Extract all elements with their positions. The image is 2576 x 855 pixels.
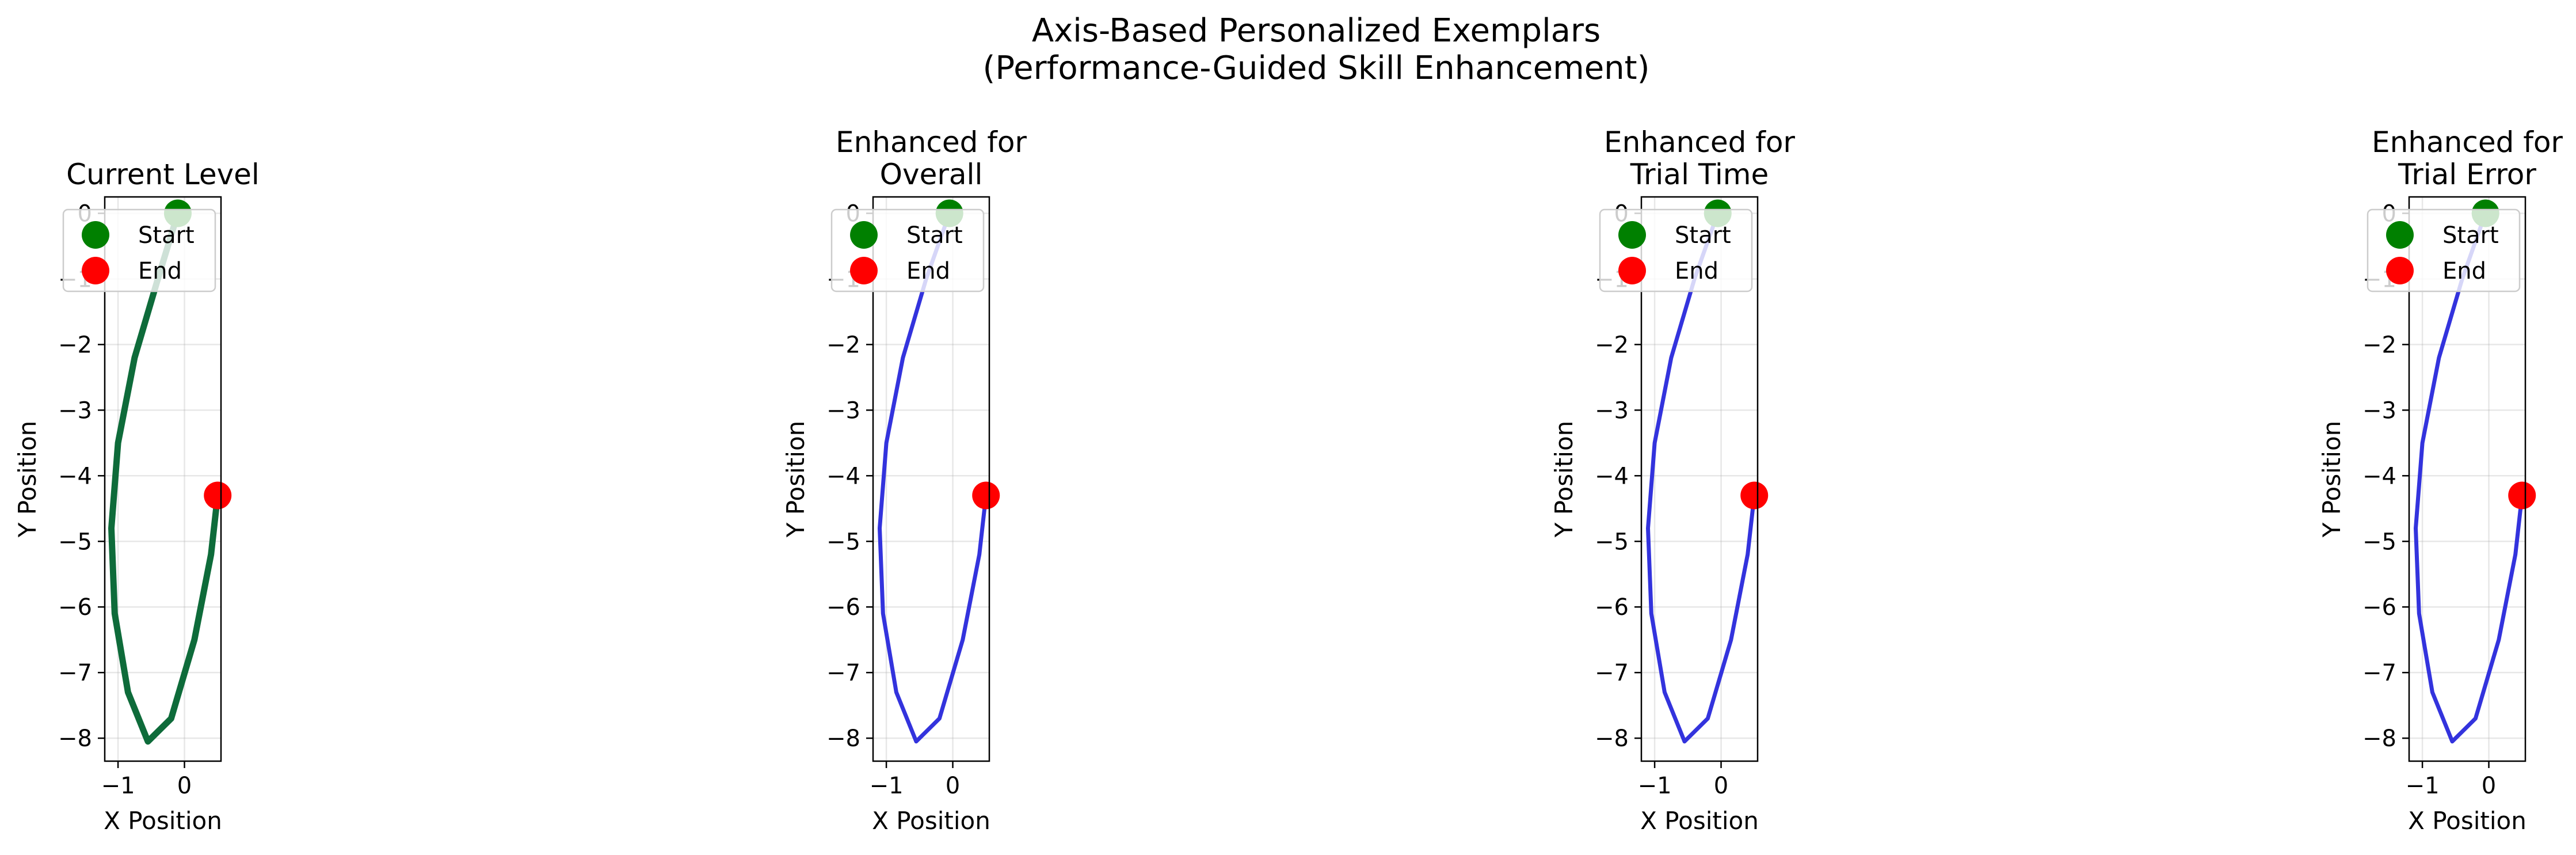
figure-title-line-2: (Performance-Guided Skill Enhancement) <box>983 50 1650 87</box>
legend-start-label: Start <box>1675 222 1731 249</box>
y-tick-label: −3 <box>2362 397 2396 424</box>
y-tick-label: −7 <box>1595 660 1629 686</box>
x-tick-label: −1 <box>870 773 904 799</box>
y-tick-label: −8 <box>58 725 92 752</box>
subplot-title-line: Overall <box>880 158 983 191</box>
legend-start-label: Start <box>138 222 195 249</box>
trajectory-line <box>1646 211 1756 744</box>
x-axis-label: X Position <box>1640 807 1759 835</box>
y-tick-label: −3 <box>826 397 860 424</box>
legend-start-marker <box>1618 221 1646 249</box>
y-tick-label: −7 <box>2362 660 2396 686</box>
y-tick-label: −3 <box>58 397 92 424</box>
y-tick-label: −6 <box>2362 594 2396 621</box>
end-point-marker <box>1740 481 1769 510</box>
y-tick-label: −5 <box>826 529 860 555</box>
trajectory-line <box>878 211 988 744</box>
x-tick-label: −1 <box>1638 773 1672 799</box>
axes-frame <box>104 196 222 762</box>
subplot-title-line: Enhanced for <box>1604 126 1795 159</box>
y-tick-label: −6 <box>1595 594 1629 621</box>
y-tick-label: −7 <box>58 660 92 686</box>
y-tick-label: −8 <box>1595 725 1629 752</box>
y-tick-label: −4 <box>2362 463 2396 489</box>
end-point-marker <box>972 481 1000 510</box>
x-tick-label: −1 <box>101 773 135 799</box>
legend-end-marker <box>82 257 109 284</box>
y-tick-label: −5 <box>2362 529 2396 555</box>
legend-end-label: End <box>1675 258 1718 284</box>
y-axis-label: Y Position <box>2318 421 2346 538</box>
subplot-title-line: Trial Error <box>2398 158 2536 191</box>
x-axis-label: X Position <box>2408 807 2527 835</box>
subplot-title-line: Current Level <box>66 158 260 191</box>
legend-start-marker <box>82 221 109 249</box>
y-tick-label: −5 <box>1595 529 1629 555</box>
y-tick-label: −4 <box>1595 463 1629 489</box>
subplot-title-line: Trial Time <box>1630 158 1769 191</box>
legend-end-label: End <box>2442 258 2486 284</box>
y-tick-label: −8 <box>826 725 860 752</box>
x-axis-label: X Position <box>872 807 990 835</box>
y-axis-label: Y Position <box>13 421 41 538</box>
legend: Start End <box>1599 208 1753 292</box>
trajectory-line <box>108 210 221 745</box>
axes-frame <box>2408 196 2527 762</box>
y-tick-label: −2 <box>1595 332 1629 358</box>
y-tick-label: −6 <box>58 594 92 621</box>
legend-start-label: Start <box>2442 222 2499 249</box>
legend-end-marker <box>2386 257 2414 284</box>
x-tick-label: −1 <box>2406 773 2440 799</box>
y-tick-label: −5 <box>58 529 92 555</box>
legend-start-label: Start <box>906 222 963 249</box>
y-axis-label: Y Position <box>782 421 810 538</box>
legend-end-marker <box>850 257 878 284</box>
y-tick-label: −6 <box>826 594 860 621</box>
legend-start-marker <box>2386 221 2414 249</box>
y-tick-label: −2 <box>826 332 860 358</box>
axes-frame <box>872 196 990 762</box>
legend: Start End <box>830 208 985 292</box>
y-tick-label: −2 <box>58 332 92 358</box>
y-tick-label: −4 <box>826 463 860 489</box>
legend-start-marker <box>850 221 878 249</box>
legend: Start End <box>62 208 216 292</box>
y-tick-label: −8 <box>2362 725 2396 752</box>
subplot-title-line: Enhanced for <box>836 126 1027 159</box>
subplot-1: Current Level−100−1−2−3−4−5−6−7−8X Posit… <box>13 158 260 835</box>
figure-title-line-1: Axis-Based Personalized Exemplars <box>1032 12 1601 50</box>
trajectory-line <box>2414 211 2524 744</box>
end-point-marker <box>204 481 232 510</box>
y-axis-label: Y Position <box>1550 421 1578 538</box>
y-tick-label: −3 <box>1595 397 1629 424</box>
legend-end-marker <box>1618 257 1646 284</box>
legend-end-label: End <box>906 258 950 284</box>
y-tick-label: −4 <box>58 463 92 489</box>
x-axis-label: X Position <box>104 807 222 835</box>
legend-end-label: End <box>138 258 182 284</box>
x-tick-label: 0 <box>1714 773 1728 799</box>
x-tick-label: 0 <box>177 773 192 799</box>
legend: Start End <box>2367 208 2521 292</box>
subplot-2: Enhanced forOverall−100−1−2−3−4−5−6−7−8X… <box>782 126 1027 835</box>
x-tick-label: 0 <box>2482 773 2496 799</box>
x-tick-label: 0 <box>946 773 960 799</box>
end-point-marker <box>2508 481 2536 510</box>
y-tick-label: −7 <box>826 660 860 686</box>
axes-frame <box>1640 196 1759 762</box>
y-tick-label: −2 <box>2362 332 2396 358</box>
subplot-title-line: Enhanced for <box>2372 126 2563 159</box>
